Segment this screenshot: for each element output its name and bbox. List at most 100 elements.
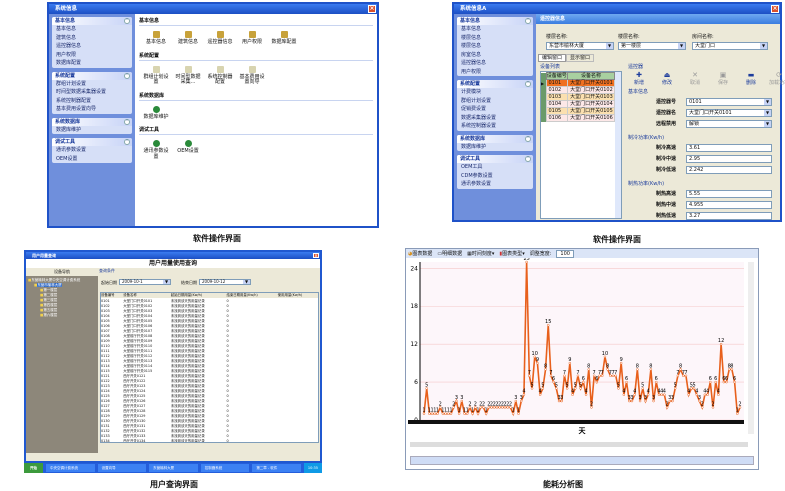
shortcut-item[interactable]: 基本费用设置向导 bbox=[239, 65, 265, 86]
collapse-icon[interactable]: ˄ bbox=[124, 139, 130, 145]
column-header[interactable]: 设备编号 bbox=[101, 293, 124, 298]
end-date-picker[interactable]: 2009-10-12 ▼ bbox=[199, 279, 251, 285]
table-row[interactable]: 0126 西厅开关0126 未找到该天的用量记录 0 bbox=[101, 398, 229, 404]
collapse-icon[interactable]: ˄ bbox=[124, 118, 130, 125]
sidebar-item[interactable]: 用户权限 bbox=[461, 68, 482, 75]
column-header[interactable]: 设备名称 bbox=[567, 72, 615, 80]
close-button[interactable]: × bbox=[771, 5, 779, 13]
sidebar-group-header[interactable]: 调试工具 ˄ bbox=[52, 138, 132, 146]
table-row[interactable]: 0122 西厅开关0122 未找到该天的用量记录 0 bbox=[101, 378, 229, 384]
sidebar-item[interactable]: 数据库配置 bbox=[56, 60, 82, 66]
close-button[interactable]: × bbox=[368, 5, 376, 13]
start-date-picker[interactable]: 2009-10-1 ▼ bbox=[119, 279, 171, 285]
table-row[interactable]: ▶ 0101 大堂门口开关0101 bbox=[541, 79, 615, 87]
shortcut-item[interactable]: 数据库维护 bbox=[143, 105, 169, 121]
column-header[interactable]: 起始日期用量(Kw/h) bbox=[170, 293, 227, 298]
tab-edit[interactable]: 编辑窗口 bbox=[538, 54, 567, 62]
table-row[interactable]: 0129 西厅开关0129 未找到该天的用量记录 0 bbox=[101, 413, 229, 419]
sidebar-item[interactable]: 数据库维护 bbox=[461, 143, 487, 150]
sidebar-item[interactable]: 用户权限 bbox=[56, 51, 77, 58]
collapse-icon[interactable]: ˄ bbox=[525, 81, 531, 87]
table-row[interactable]: 0115 大堂前厅开关0115 未找到该天的用量记录 0 bbox=[101, 368, 229, 374]
sidebar-item[interactable]: 基本信息 bbox=[56, 26, 77, 32]
table-row[interactable]: 0130 西厅开关0130 未找到该天的用量记录 0 bbox=[101, 418, 229, 424]
tree-node[interactable]: ■第五楼层 bbox=[40, 308, 58, 312]
sidebar-group-header[interactable]: 系统配置 ˄ bbox=[457, 80, 533, 88]
table-row[interactable]: 0113 大堂前厅开关0113 未找到该天的用量记录 0 bbox=[101, 358, 229, 364]
tree-node[interactable]: ■第六楼层 bbox=[40, 313, 58, 317]
shortcut-item[interactable]: 数据库配置 bbox=[271, 31, 297, 46]
sidebar-item[interactable]: 群组计划设置 bbox=[56, 80, 87, 87]
vertical-scrollbar[interactable] bbox=[748, 262, 754, 434]
sidebar-group-header[interactable]: 系统数据库 ˄ bbox=[457, 134, 533, 143]
field-input[interactable]: 解锁 ▼ bbox=[686, 120, 772, 128]
table-row[interactable]: 0101 大堂门口开关0101 未找到该天的用量记录 0 bbox=[101, 298, 229, 304]
table-row[interactable]: 0128 西厅开关0128 未找到该天的用量记录 0 bbox=[101, 408, 229, 414]
table-row[interactable]: 0127 西厅开关0127 未找到该天的用量记录 0 bbox=[101, 403, 229, 409]
shortcut-item[interactable]: 系统控制器配置 bbox=[207, 65, 233, 86]
table-row[interactable]: 0131 西厅开关0131 未找到该天的用量记录 0 bbox=[101, 423, 229, 429]
sidebar-item[interactable]: 数据库维护 bbox=[56, 126, 82, 133]
shortcut-item[interactable]: 通讯参数设置 bbox=[143, 140, 169, 160]
sidebar-item[interactable]: 时间型数据采集器设置 bbox=[56, 89, 107, 95]
taskbar-item[interactable]: 设置向导 bbox=[97, 464, 147, 472]
sidebar-group-header[interactable]: 系统配置 ˄ bbox=[52, 71, 132, 80]
field-input[interactable]: 3.27 bbox=[686, 212, 772, 220]
sidebar-item[interactable]: 建筑信息 bbox=[56, 34, 77, 41]
sidebar-group-header[interactable]: 调试工具 ˄ bbox=[457, 155, 533, 163]
table-row[interactable]: 0112 大堂前厅开关0112 未找到该天的用量记录 0 bbox=[101, 353, 229, 359]
tree-node[interactable]: ■第二楼层 bbox=[40, 293, 58, 297]
close-button[interactable]: × bbox=[313, 253, 319, 258]
time-scale-dropdown[interactable]: ▦时间刻度▾ bbox=[467, 251, 495, 257]
sidebar-item[interactable]: 遥控器信息 bbox=[56, 43, 82, 49]
table-row[interactable]: 0110 大堂前厅开关0110 未找到该天的用量记录 0 bbox=[101, 343, 229, 349]
table-row[interactable]: 0111 大堂前厅开关0111 未找到该天的用量记录 0 bbox=[101, 348, 229, 354]
table-row[interactable]: 0132 西厅开关0132 未找到该天的用量记录 0 bbox=[101, 428, 229, 434]
collapse-icon[interactable]: ˄ bbox=[124, 72, 130, 79]
shortcut-item[interactable]: 时间型数据采集... bbox=[175, 65, 201, 86]
table-row[interactable]: 0107 大堂门口开关0107 未找到该天的用量记录 0 bbox=[101, 328, 229, 334]
floor-select[interactable]: 第一楼层 ▼ bbox=[618, 42, 686, 50]
sidebar-item[interactable]: 系统控制器配置 bbox=[56, 97, 92, 104]
table-row[interactable]: 0133 西厅开关0133 未找到该天的用量记录 0 bbox=[101, 433, 229, 439]
shortcut-item[interactable]: 用户权限 bbox=[239, 31, 265, 46]
sidebar-item[interactable]: 通讯参数设置 bbox=[461, 181, 492, 187]
table-row[interactable]: 0104 大堂门口开关0104 未找到该天的用量记录 0 bbox=[101, 313, 229, 319]
table-row[interactable]: 0108 大堂前厅开关0108 未找到该天的用量记录 0 bbox=[101, 333, 229, 339]
toolbar-button[interactable]: ▬ 删除 bbox=[740, 71, 762, 86]
shortcut-item[interactable]: 遥控器信息 bbox=[207, 31, 233, 46]
table-row[interactable]: 0103 大堂门口开关0103 bbox=[541, 93, 615, 101]
field-input[interactable]: 4.955 bbox=[686, 201, 772, 209]
building-select[interactable]: 东营市榆林大厦 ▼ bbox=[546, 42, 614, 50]
scrollbar[interactable] bbox=[615, 72, 621, 218]
taskbar-item[interactable]: 东营榆林大厦 bbox=[149, 464, 198, 472]
tree-node[interactable]: ■第三楼层 bbox=[40, 298, 58, 302]
collapse-icon[interactable]: ˄ bbox=[525, 135, 531, 142]
sidebar-item[interactable]: 遥控器信息 bbox=[461, 60, 487, 66]
toolbar-button[interactable]: ⏏ 修改 bbox=[656, 71, 678, 86]
shortcut-item[interactable]: 基本信息 bbox=[143, 31, 169, 46]
table-row[interactable]: 0104 大堂门口开关0104 bbox=[541, 100, 615, 108]
toolbar-button[interactable]: ✚ 新增 bbox=[628, 71, 650, 86]
toolbar-button[interactable]: ▣ 保存 bbox=[712, 71, 734, 86]
sidebar-item[interactable]: CDM参数设置 bbox=[461, 172, 493, 179]
room-select[interactable]: 大堂门口 ▼ bbox=[692, 42, 768, 50]
table-row[interactable]: 0134 西厅开关0134 未找到该天的用量记录 0 bbox=[101, 438, 229, 443]
field-input[interactable]: 3.61 bbox=[686, 144, 772, 152]
horizontal-scrollbar[interactable] bbox=[410, 442, 748, 447]
shortcut-item[interactable]: 群组计划设置 bbox=[143, 65, 169, 86]
table-row[interactable]: 0106 大堂门口开关0106 bbox=[541, 114, 615, 122]
table-row[interactable]: 0102 大堂门口开关0102 bbox=[541, 86, 615, 94]
collapse-icon[interactable]: ˄ bbox=[124, 18, 130, 24]
field-input[interactable]: 0101 ▼ bbox=[686, 98, 772, 106]
sidebar-item[interactable]: 基本信息 bbox=[461, 26, 482, 32]
table-row[interactable]: 0106 大堂门口开关0106 未找到该天的用量记录 0 bbox=[101, 323, 229, 329]
chart-data-button[interactable]: ◕图表数据 bbox=[408, 251, 433, 257]
table-row[interactable]: 0125 西厅开关0125 未找到该天的用量记录 0 bbox=[101, 393, 229, 399]
sidebar-group-header[interactable]: 系统数据库 ˄ bbox=[52, 117, 132, 126]
table-row[interactable]: 0105 大堂门口开关0105 bbox=[541, 107, 615, 115]
detail-data-button[interactable]: ▭明细数据 bbox=[437, 251, 463, 257]
sidebar-item[interactable]: 房室信息 bbox=[461, 51, 482, 58]
sidebar-item[interactable]: 基本费用设置向导 bbox=[56, 106, 97, 112]
sidebar-item[interactable]: OEM设置 bbox=[56, 155, 78, 162]
